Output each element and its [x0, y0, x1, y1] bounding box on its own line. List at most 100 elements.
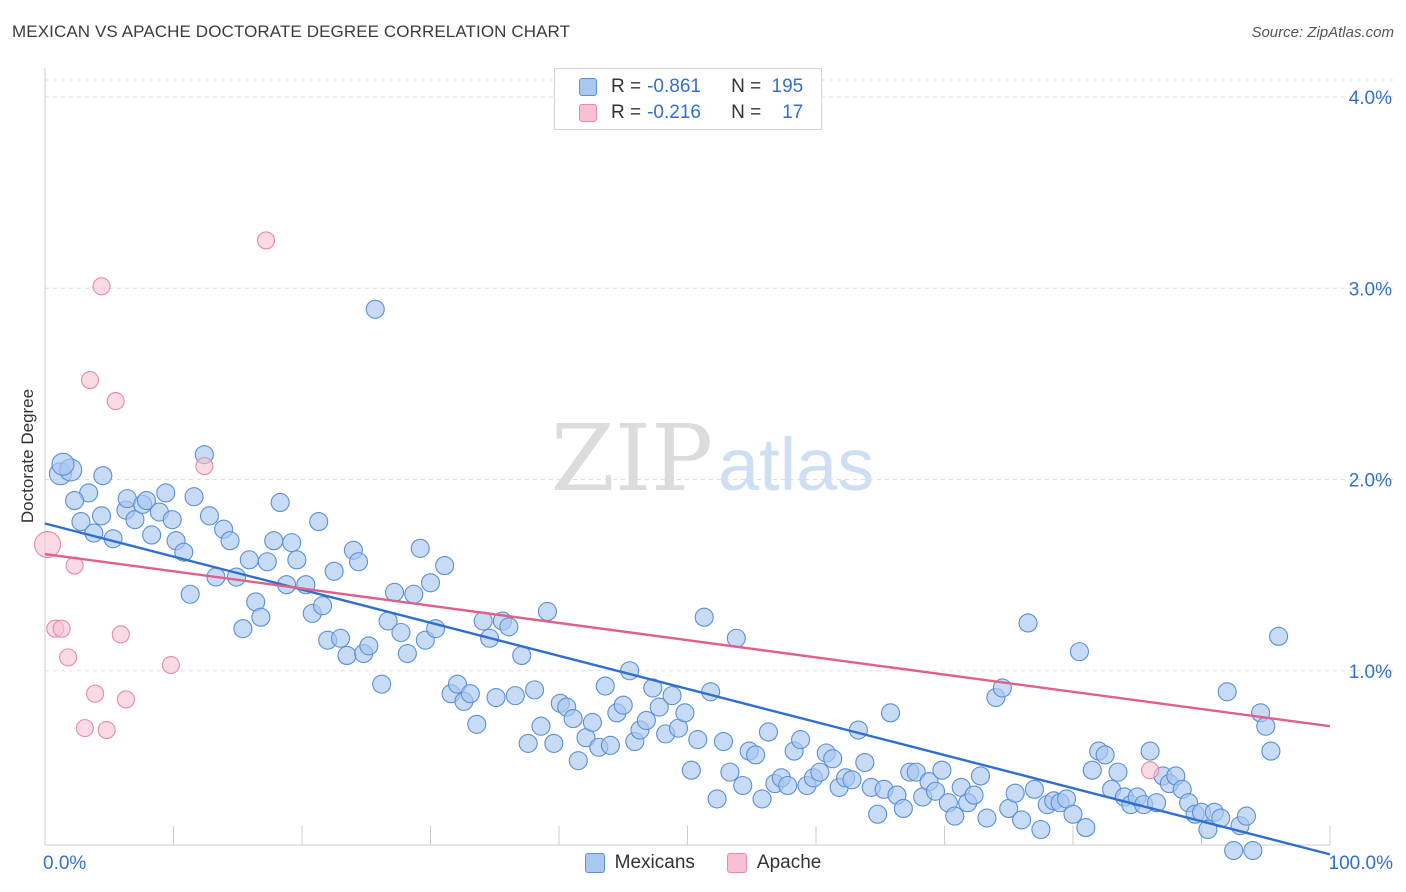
data-point-mexicans [142, 525, 162, 545]
data-point-mexicans [964, 785, 984, 805]
data-point-mexicans [348, 552, 369, 572]
data-point-mexicans [746, 745, 766, 765]
legend-n-label: N = [731, 76, 762, 97]
x-tick-label: 0.0% [43, 853, 86, 874]
data-point-mexicans [563, 709, 583, 729]
data-point-mexicans [287, 550, 307, 570]
data-point-mexicans [184, 487, 204, 507]
data-point-mexicans [359, 636, 379, 656]
data-point-mexicans [1256, 716, 1276, 736]
data-point-mexicans [662, 686, 682, 706]
data-point-mexicans [694, 607, 714, 627]
data-point-mexicans [518, 733, 538, 753]
data-point-apache [116, 690, 136, 709]
data-point-apache [161, 655, 180, 675]
data-point-mexicans [880, 703, 901, 723]
legend-swatch-apache [579, 104, 597, 122]
x-tick-label: 100.0% [1329, 853, 1394, 874]
y-tick-label: 1.0% [1349, 662, 1392, 683]
data-point-mexicans [1076, 818, 1096, 838]
data-point-mexicans [447, 674, 468, 694]
data-point-mexicans [1082, 760, 1102, 780]
data-point-mexicans [71, 512, 91, 532]
data-point-mexicans [758, 722, 779, 742]
data-point-mexicans [855, 752, 875, 773]
data-point-mexicans [239, 550, 259, 570]
data-point-mexicans [1063, 804, 1083, 824]
data-point-mexicans [582, 712, 602, 732]
axis-labels: 1.0% 2.0% 3.0% 4.0% 0.0% 100.0% [43, 88, 1393, 874]
source-label: Source: ZipAtlas.com [1251, 24, 1394, 41]
data-point-mexicans [600, 735, 620, 755]
data-point-mexicans [778, 775, 798, 796]
legend-r-label: R = [611, 76, 642, 97]
data-point-mexicans [823, 749, 843, 769]
data-point-mexicans [906, 762, 926, 782]
data-point-mexicans [977, 808, 997, 828]
data-point-apache [86, 684, 105, 703]
data-point-mexicans [512, 645, 532, 666]
data-point-mexicans [313, 596, 333, 616]
axes [44, 68, 1331, 846]
data-point-mexicans [460, 684, 480, 704]
data-point-apache [34, 530, 62, 559]
trend-line-apache [44, 552, 1331, 728]
data-point-mexicans [810, 762, 830, 782]
data-point-mexicans [330, 628, 351, 648]
data-point-mexicans [384, 582, 405, 602]
data-point-apache [80, 370, 100, 390]
data-point-apache [59, 648, 78, 667]
legend-r-label: R = [611, 102, 642, 123]
data-point-apache [256, 231, 276, 250]
data-point-apache [1141, 761, 1160, 780]
data-point-mexicans [397, 643, 417, 664]
legend-row-mexicans: R = -0.861 N = 195 [579, 75, 803, 99]
legend-swatch-mexicans [579, 78, 597, 96]
data-point-mexicans [932, 760, 952, 780]
data-point-mexicans [1140, 741, 1160, 761]
data-point-mexicans [257, 552, 277, 572]
chart-title: MEXICAN VS APACHE DOCTORATE DEGREE CORRE… [12, 22, 571, 41]
data-point-mexicans [525, 680, 545, 700]
data-point-mexicans [726, 628, 746, 648]
data-point-mexicans [1224, 840, 1244, 861]
data-point-mexicans [251, 607, 271, 627]
data-point-mexicans [125, 510, 145, 530]
y-tick-label: 3.0% [1349, 279, 1392, 300]
data-point-mexicans [752, 789, 772, 809]
data-point-mexicans [264, 531, 284, 551]
data-point-mexicans [467, 714, 487, 734]
data-point-mexicans [337, 645, 357, 666]
data-point-mexicans [270, 492, 290, 513]
data-point-mexicans [620, 661, 640, 681]
legend-r-value: -0.861 [647, 76, 701, 97]
bottom-legend-swatch-apache [726, 853, 747, 873]
data-point-mexicans [233, 619, 253, 639]
data-point-mexicans [156, 483, 176, 503]
data-point-mexicans [1012, 810, 1032, 830]
bottom-legend-apache: Apache [726, 852, 821, 874]
data-point-mexicans [945, 806, 965, 826]
data-point-mexicans [636, 710, 656, 731]
data-point-mexicans [848, 720, 868, 740]
data-point-mexicans [84, 523, 104, 543]
data-point-mexicans [688, 730, 708, 750]
data-point-mexicans [675, 703, 695, 723]
data-point-mexicans [1243, 840, 1263, 861]
legend-row-apache: R = -0.216 N = 17 [579, 101, 803, 125]
data-point-mexicans [791, 730, 811, 750]
watermark: ZIP atlas [551, 405, 874, 512]
data-point-mexicans [531, 716, 551, 736]
data-point-mexicans [868, 804, 888, 824]
data-point-mexicans [136, 490, 157, 511]
data-point-mexicans [435, 556, 455, 576]
data-point-mexicans [613, 695, 633, 715]
data-point-mexicans [372, 674, 392, 694]
data-point-mexicans [391, 622, 411, 643]
data-point-mexicans [681, 760, 701, 780]
data-point-apache [106, 392, 125, 411]
data-point-apache [75, 719, 94, 738]
data-point-mexicans [1217, 682, 1237, 702]
apache-points [34, 231, 1160, 780]
data-point-mexicans [1146, 793, 1167, 813]
